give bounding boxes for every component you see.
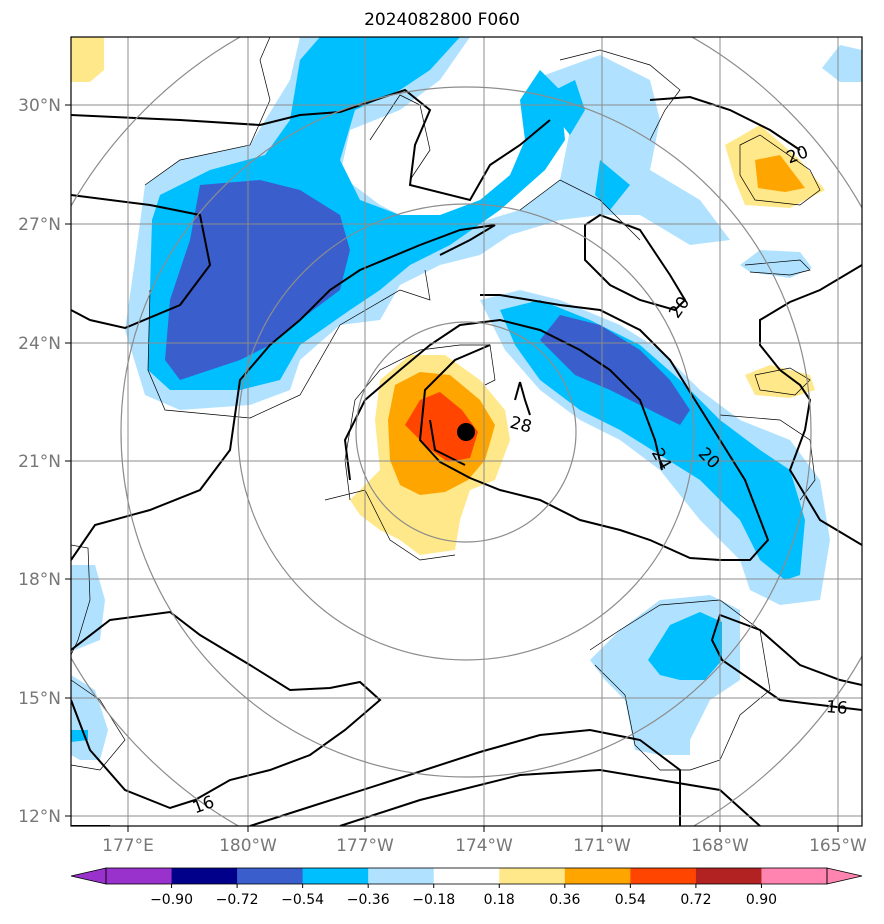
colorbar-segment: [368, 868, 435, 884]
colorbar-tick-label: 0.90: [746, 892, 777, 908]
colorbar-tick-label: 0.72: [680, 892, 711, 908]
colorbar-tick-label: 0.18: [484, 892, 515, 908]
anomaly-patch-b: [595, 160, 630, 210]
colorbar-segment: [499, 868, 566, 884]
colorbar-tick-label: −0.90: [150, 892, 193, 908]
anomaly-negative-strong: [165, 180, 350, 380]
lat-tick-label: 15°N: [18, 689, 61, 709]
lat-tick-label: 12°N: [18, 807, 61, 827]
colorbar-tick-label: −0.36: [347, 892, 390, 908]
colorbar-labels: −0.90 −0.72 −0.54 −0.36 −0.18 0.18 0.36 0.54 0.7…: [150, 884, 777, 908]
contour-label-20-e: 20: [665, 293, 694, 322]
lon-tick-label: 165°W: [809, 836, 867, 856]
lon-tick-label: 177°W: [336, 836, 394, 856]
colorbar-segment: [630, 868, 697, 884]
anomaly-east-patch: [740, 250, 812, 278]
map-title: 2024082800 F060: [364, 10, 520, 30]
colorbar-segment: [171, 868, 238, 884]
lat-tick-label: 18°N: [18, 570, 61, 590]
colorbar-min-extend: [70, 867, 107, 885]
colorbar-segment: [564, 868, 631, 884]
lon-tick-label: 180°W: [219, 836, 277, 856]
lat-tick-label: 21°N: [18, 452, 61, 472]
anomaly-positive-small: [71, 37, 104, 82]
colorbar-segment: [302, 868, 369, 884]
colorbar-segment: [695, 868, 762, 884]
lon-tick-label: 177°E: [102, 836, 154, 856]
colorbar-segment: [106, 868, 173, 884]
colorbar: −0.90 −0.72 −0.54 −0.36 −0.18 0.18 0.36 0.54 0.7…: [70, 867, 863, 908]
colorbar-max-extend: [826, 867, 863, 885]
lat-axis: 30°N 27°N 24°N 21°N 18°N 15°N 12°N: [18, 96, 71, 827]
lon-tick-label: 171°W: [573, 836, 631, 856]
range-circles: [71, 37, 862, 826]
lon-axis: 177°E 180°W 177°W 174°W 171°W 168°W 165°…: [102, 826, 867, 856]
thin-contours: [71, 37, 821, 771]
anomaly-patch-c: [822, 45, 862, 82]
lon-tick-label: 168°W: [691, 836, 749, 856]
lat-tick-label: 24°N: [18, 334, 61, 354]
map-area: 20 20 28 24 20 16 16: [71, 37, 862, 826]
colorbar-tick-label: −0.18: [412, 892, 455, 908]
colorbar-segment: [761, 868, 828, 884]
colorbar-segment: [237, 868, 304, 884]
lon-tick-label: 174°W: [455, 836, 513, 856]
anomaly-patch-a: [555, 80, 585, 135]
anomaly-positive-ne-core: [755, 155, 805, 192]
colorbar-tick-label: 0.54: [615, 892, 646, 908]
colorbar-tick-label: 0.36: [549, 892, 580, 908]
lat-tick-label: 27°N: [18, 215, 61, 235]
colorbar-tick-label: −0.54: [281, 892, 324, 908]
colorbar-tick-label: −0.72: [216, 892, 259, 908]
storm-center-marker: [457, 423, 475, 441]
contour-label-28: 28: [508, 413, 534, 438]
filled-contours: [71, 37, 862, 760]
lat-tick-label: 30°N: [18, 96, 61, 116]
gridlines: [71, 37, 862, 826]
map-frame: [70, 36, 863, 827]
anomaly-southeast-medium: [648, 612, 722, 680]
colorbar-segments: [106, 868, 828, 884]
colorbar-frame: [105, 867, 828, 885]
contour-label-16-e: 16: [825, 697, 848, 719]
colorbar-segment: [433, 868, 500, 884]
